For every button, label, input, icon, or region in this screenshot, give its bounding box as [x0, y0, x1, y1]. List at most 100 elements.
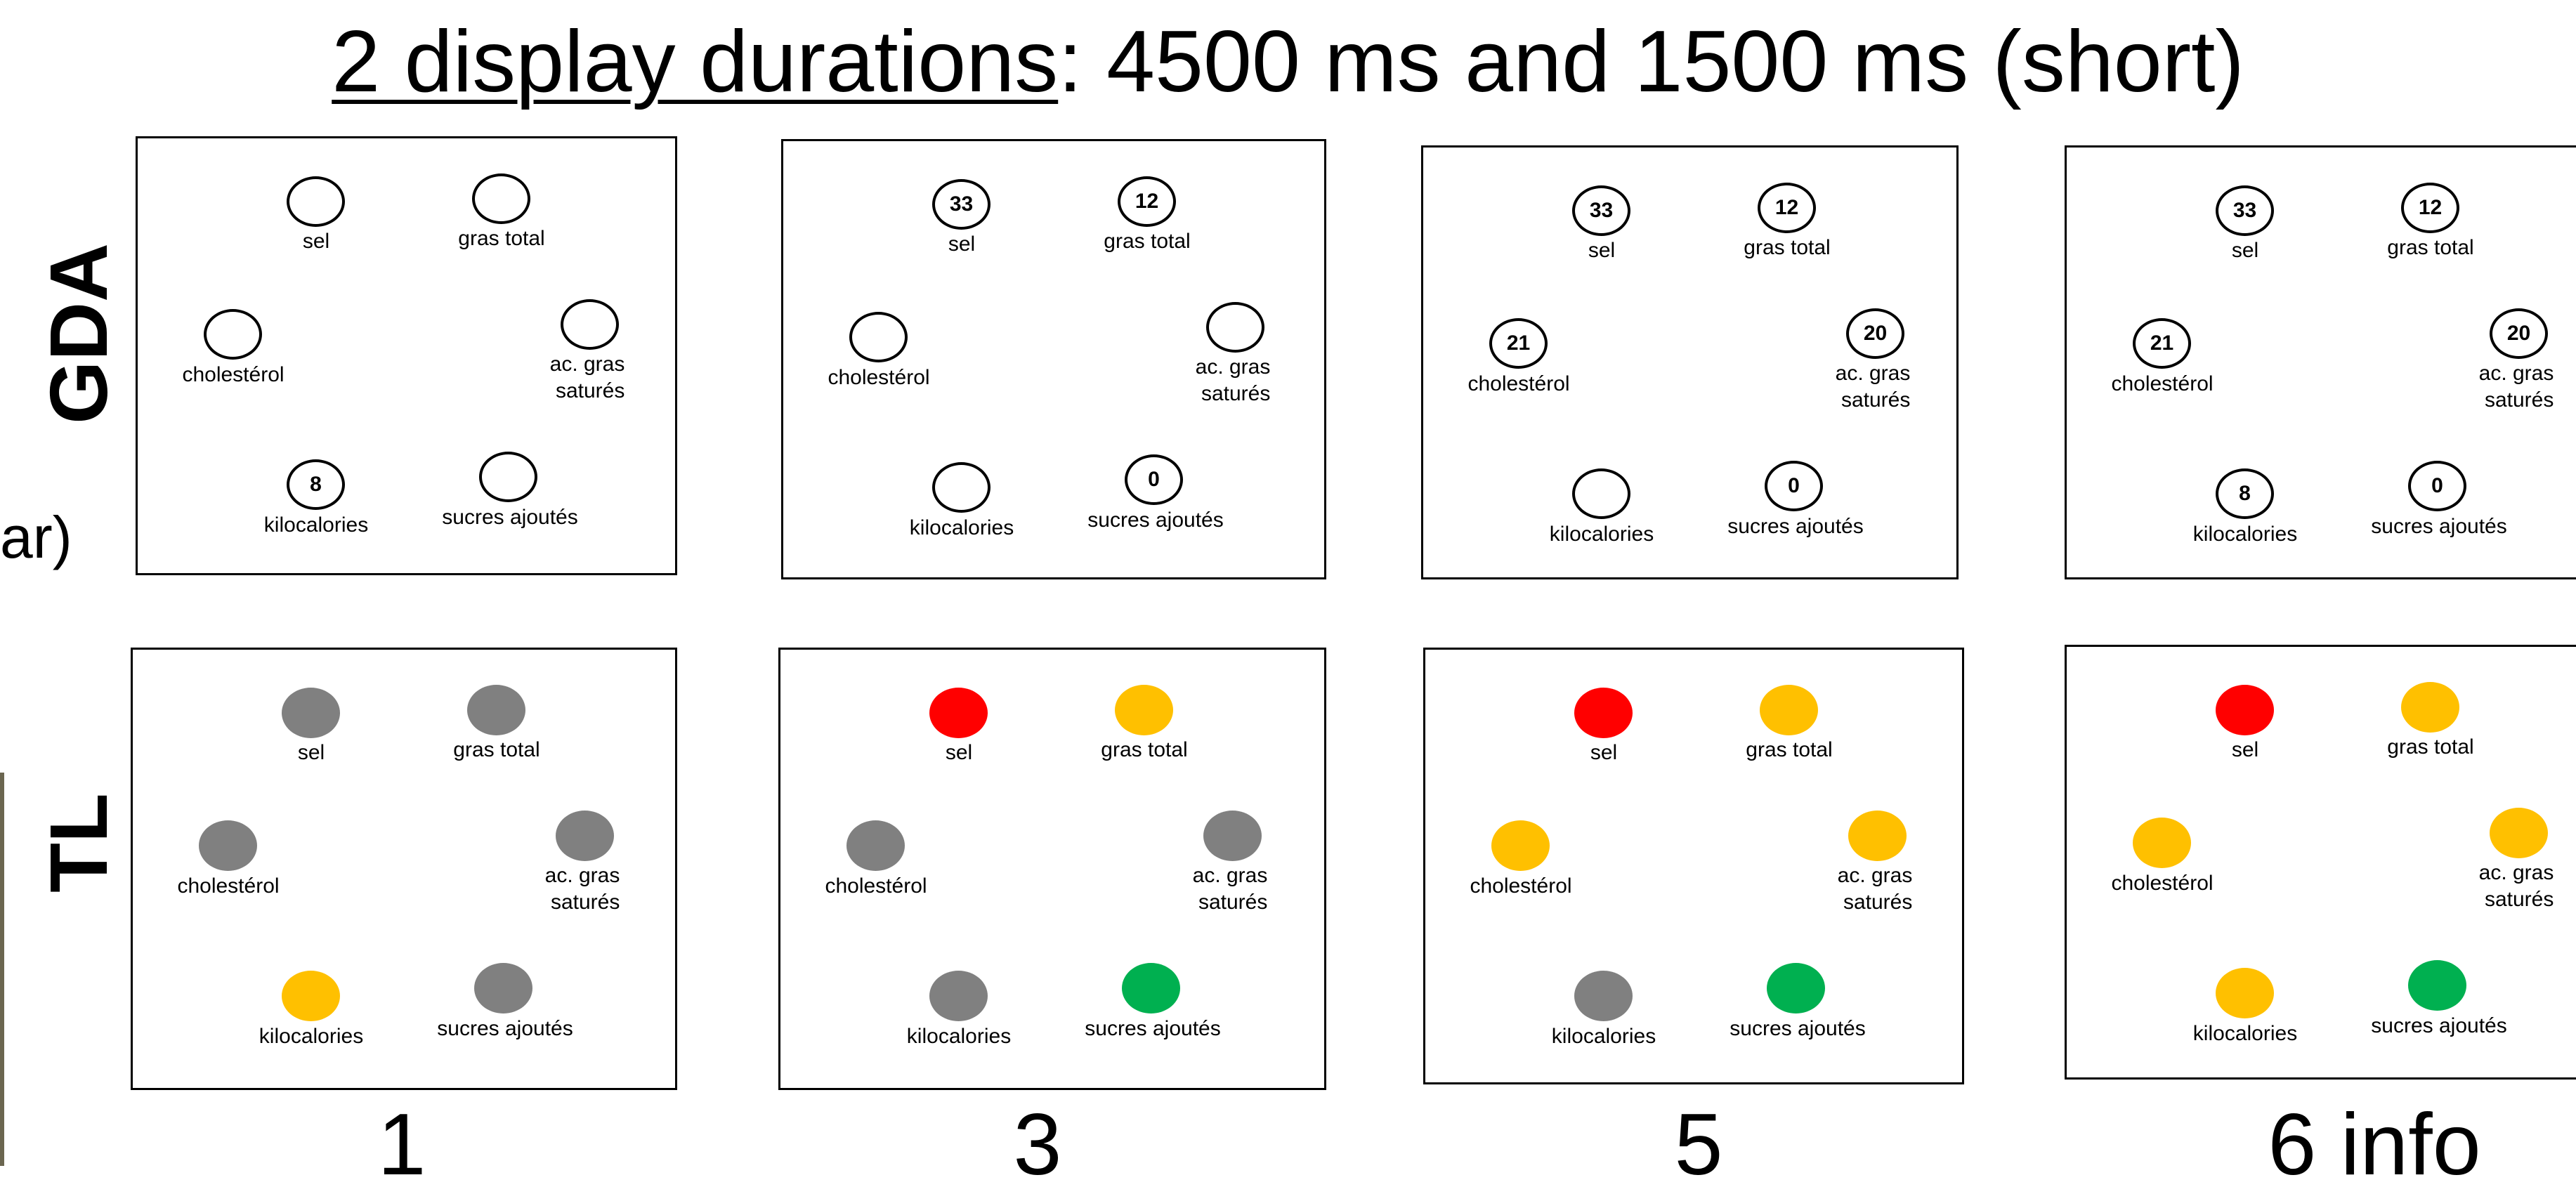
title-rest: : 4500 ms and 1500 ms (short)	[1058, 13, 2244, 110]
nutrient-label-ac-gras-satures: ac. gras saturés	[550, 351, 625, 405]
nutrient-label-line-2: saturés	[555, 379, 625, 402]
nutrient-label-sel: sel	[945, 741, 973, 764]
gda-indicator-cholesterol	[204, 309, 262, 360]
nutrient-label-sucres-ajoutes: sucres ajoutés	[437, 1017, 573, 1040]
nutrient-label-kilocalories: kilocalories	[2192, 1022, 2298, 1045]
nutrient-label-line-2: saturés	[1841, 388, 1911, 412]
nutrient-label-sel: sel	[1588, 239, 1616, 262]
nutrient-label-ac-gras-satures: ac. gras saturés	[1836, 360, 1911, 414]
tl-indicator-ac-gras-satures	[2490, 808, 2548, 858]
nutrient-label-ac-gras-satures: ac. gras saturés	[1196, 354, 1271, 407]
nutrient-label-cholesterol: cholestérol	[182, 363, 285, 386]
tl-indicator-kilocalories	[2216, 968, 2274, 1018]
nutrient-label-line-2: saturés	[1201, 382, 1271, 405]
nutrient-label-sel: sel	[2231, 239, 2259, 262]
nutrient-label-line-1: ac. gras	[1837, 864, 1913, 887]
nutrient-label-gras-total: gras total	[2387, 236, 2474, 259]
gda-indicator-cholesterol: 21	[1489, 318, 1548, 369]
nutrient-label-kilocalories: kilocalories	[263, 513, 369, 537]
panel-gda-1: sel gras total cholestérol ac. gras saturés 8…	[136, 136, 677, 575]
cropped-image-edge	[0, 773, 4, 1166]
gda-indicator-ac-gras-satures: 20	[1846, 308, 1904, 359]
nutrient-label-sucres-ajoutes: sucres ajoutés	[2371, 515, 2507, 538]
gda-indicator-cholesterol	[849, 312, 908, 362]
nutrient-label-line-2: saturés	[550, 891, 620, 914]
page-title: 2 display durations: 4500 ms and 1500 ms…	[0, 6, 2576, 118]
nutrient-label-cholesterol: cholestérol	[177, 874, 280, 898]
panel-gda-5: 33 sel 12 gras total 21 cholestérol 20 ac. gras…	[1421, 145, 1959, 579]
panel-gda-6-info: 33 sel 12 gras total 21 cholestérol 20 ac. gras…	[2065, 145, 2576, 579]
panel-tl-6-info: sel gras total cholestérol ac. gras saturés k…	[2065, 645, 2576, 1080]
nutrient-label-gras-total: gras total	[1101, 738, 1188, 761]
nutrient-label-sucres-ajoutes: sucres ajoutés	[1730, 1017, 1866, 1040]
nutrient-label-gras-total: gras total	[1104, 230, 1191, 253]
gda-indicator-gras-total: 12	[2401, 183, 2459, 233]
tl-indicator-ac-gras-satures	[1848, 811, 1907, 861]
gda-indicator-cholesterol: 21	[2133, 318, 2191, 369]
nutrient-label-kilocalories: kilocalories	[1551, 1025, 1656, 1048]
nutrient-label-gras-total: gras total	[2387, 735, 2474, 759]
gda-indicator-sucres-ajoutes: 0	[1765, 461, 1823, 511]
gda-indicator-kilocalories: 8	[2216, 468, 2274, 519]
tl-indicator-cholesterol	[2133, 818, 2191, 868]
gda-indicator-ac-gras-satures	[1206, 302, 1264, 353]
nutrient-label-ac-gras-satures: ac. gras saturés	[1193, 862, 1268, 916]
nutrient-label-line-1: ac. gras	[1192, 864, 1268, 887]
nutrient-label-line-2: saturés	[1843, 891, 1913, 914]
nutrient-label-cholesterol: cholestérol	[2111, 872, 2214, 895]
panel-tl-5: sel gras total cholestérol ac. gras saturés k…	[1423, 648, 1964, 1084]
nutrient-label-gras-total: gras total	[453, 738, 540, 761]
tl-indicator-kilocalories	[282, 971, 340, 1021]
tl-indicator-kilocalories	[929, 971, 988, 1021]
nutrient-label-sucres-ajoutes: sucres ajoutés	[442, 506, 578, 529]
nutrient-label-cholesterol: cholestérol	[828, 366, 930, 389]
panel-tl-3: sel gras total cholestérol ac. gras saturés k…	[778, 648, 1326, 1090]
nutrient-label-sucres-ajoutes: sucres ajoutés	[2371, 1014, 2507, 1037]
column-label-1: 1	[377, 1096, 426, 1193]
gda-indicator-kilocalories: 8	[287, 459, 345, 510]
nutrient-label-kilocalories: kilocalories	[259, 1025, 364, 1048]
nutrient-label-ac-gras-satures: ac. gras saturés	[2479, 860, 2554, 913]
nutrient-label-line-1: ac. gras	[544, 864, 620, 887]
tl-indicator-sucres-ajoutes	[1122, 963, 1180, 1013]
tl-indicator-ac-gras-satures	[556, 811, 614, 861]
nutrient-label-line-2: saturés	[2484, 388, 2554, 412]
nutrient-label-kilocalories: kilocalories	[909, 516, 1014, 539]
nutrient-label-line-1: ac. gras	[1195, 355, 1271, 379]
tl-indicator-gras-total	[2401, 682, 2459, 733]
column-label-3: 3	[1013, 1096, 1062, 1193]
tl-indicator-gras-total	[1115, 685, 1173, 735]
nutrient-label-line-1: ac. gras	[1835, 362, 1911, 385]
gda-indicator-gras-total	[472, 173, 530, 224]
column-label-6-info: 6 info	[2268, 1096, 2481, 1193]
nutrient-label-ac-gras-satures: ac. gras saturés	[545, 862, 620, 916]
nutrient-label-sel: sel	[948, 232, 976, 256]
gda-indicator-sel	[287, 176, 345, 227]
gda-indicator-gras-total: 12	[1118, 176, 1176, 227]
gda-indicator-ac-gras-satures	[561, 299, 619, 350]
nutrient-label-ac-gras-satures: ac. gras saturés	[1838, 862, 1913, 916]
panel-tl-1: sel gras total cholestérol ac. gras saturés k…	[131, 648, 677, 1090]
tl-indicator-kilocalories	[1574, 971, 1633, 1021]
tl-indicator-sel	[1574, 688, 1633, 738]
nutrient-label-sel: sel	[302, 230, 330, 253]
tl-indicator-gras-total	[1760, 685, 1818, 735]
column-label-5: 5	[1674, 1096, 1723, 1193]
gda-indicator-gras-total: 12	[1758, 183, 1816, 233]
tl-indicator-ac-gras-satures	[1203, 811, 1262, 861]
tl-indicator-sucres-ajoutes	[474, 963, 532, 1013]
tl-indicator-sel	[2216, 685, 2274, 735]
nutrient-label-sel: sel	[2231, 738, 2259, 761]
nutrient-label-cholesterol: cholestérol	[825, 874, 927, 898]
gda-indicator-ac-gras-satures: 20	[2490, 308, 2548, 359]
tl-indicator-sel	[282, 688, 340, 738]
nutrient-label-sucres-ajoutes: sucres ajoutés	[1087, 509, 1224, 532]
nutrient-label-line-1: ac. gras	[2478, 861, 2554, 884]
nutrient-label-line-2: saturés	[1198, 891, 1268, 914]
nutrient-label-cholesterol: cholestérol	[1470, 874, 1572, 898]
row-label-tl: TL	[33, 793, 124, 893]
gda-indicator-sucres-ajoutes: 0	[2408, 461, 2466, 511]
nutrient-label-gras-total: gras total	[1746, 738, 1833, 761]
title-underlined-part: 2 display durations	[332, 13, 1059, 110]
nutrient-label-kilocalories: kilocalories	[2192, 523, 2298, 546]
